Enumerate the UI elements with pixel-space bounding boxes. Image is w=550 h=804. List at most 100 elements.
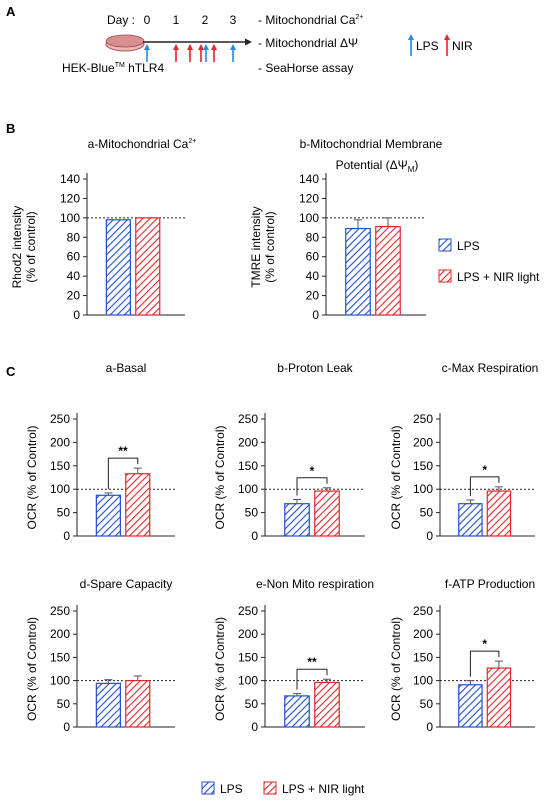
chart-C-c: c-Max Respiration OCR (% of Control) 0 50 10…: [389, 361, 538, 543]
y-tick-label: 0: [73, 308, 80, 322]
y-axis-label: TMRE intensity: [249, 206, 263, 287]
y-axis-label: (% of control): [263, 211, 277, 282]
y-tick-label: 50: [57, 697, 71, 711]
panel-label-c: C: [6, 364, 16, 379]
y-tick-label: 150: [413, 459, 433, 473]
bar-lps-nir: [125, 679, 151, 728]
y-tick-label: 100: [50, 674, 70, 688]
chart-C-d: d-Spare Capacity OCR (% of Control) 0 50 100…: [25, 577, 175, 734]
y-tick-label: 140: [60, 172, 80, 186]
y-tick-label: 50: [420, 506, 434, 520]
y-tick-label: 250: [50, 604, 70, 618]
lps-treatment-arrowhead-icon: [203, 44, 209, 50]
y-tick-label: 250: [238, 412, 258, 426]
y-tick-label: 40: [67, 269, 81, 283]
bar-lps-nir: [486, 490, 512, 537]
y-tick-label: 200: [238, 627, 258, 641]
y-tick-label: 150: [50, 459, 70, 473]
y-axis-label: OCR (% of Control): [25, 617, 39, 721]
day-tick-label: 3: [230, 13, 237, 27]
timeline-legend-lps: LPS: [416, 39, 439, 53]
timeline-axis-arrowhead-icon: [245, 38, 252, 46]
y-tick-label: 50: [245, 506, 259, 520]
y-axis-label: OCR (% of Control): [25, 425, 39, 529]
chart-title: d-Spare Capacity: [80, 577, 173, 591]
day-tick-label: 2: [202, 13, 209, 27]
bar-lps: [105, 219, 131, 316]
y-tick-label: 100: [238, 674, 258, 688]
significance-label: *: [310, 464, 315, 478]
panel-label-b: B: [6, 121, 15, 136]
chart-C-a: a-Basal OCR (% of Control) 0 50 100 150 200 250…: [25, 361, 175, 543]
bar-lps: [95, 494, 121, 537]
chart-B-b: b-Mitochondrial Membrane Potential (ΔΨM) T…: [249, 137, 443, 322]
y-tick-label: 20: [306, 289, 320, 303]
nir-treatment-arrowhead-icon: [187, 44, 193, 50]
chart-title: a-Basal: [106, 361, 147, 375]
y-tick-label: 100: [60, 211, 80, 225]
y-tick-label: 0: [312, 308, 319, 322]
nir-treatment-arrowhead-icon: [198, 44, 204, 50]
legend-label-lps: LPS: [220, 782, 243, 796]
y-tick-label: 150: [238, 650, 258, 664]
y-tick-label: 200: [50, 435, 70, 449]
assay-item-calcium: - Mitochondrial Ca2+: [258, 13, 363, 27]
y-tick-label: 0: [426, 529, 433, 543]
assay-item-seahorse: - SeaHorse assay: [258, 61, 353, 75]
y-tick-label: 100: [413, 674, 433, 688]
y-tick-label: 40: [306, 269, 320, 283]
significance-bracket: [296, 477, 328, 496]
chart-title-line2: Potential (ΔΨM): [336, 158, 419, 174]
y-tick-label: 120: [60, 191, 80, 205]
chart-C-b: b-Proton Leak OCR (% of Control) 0 50 100 150…: [213, 361, 365, 543]
legend-label-lps-nir: LPS + NIR light: [282, 782, 365, 796]
significance-label: **: [307, 655, 317, 669]
y-tick-label: 0: [251, 720, 258, 734]
y-tick-label: 80: [306, 230, 320, 244]
significance-bracket: [469, 650, 500, 677]
y-axis-label: OCR (% of Control): [213, 425, 227, 529]
nir-treatment-arrowhead-icon: [211, 44, 217, 50]
chart-C-f: f-ATP Production OCR (% of Control) 0 50 100…: [389, 577, 535, 734]
y-tick-label: 150: [50, 650, 70, 664]
y-tick-label: 0: [251, 529, 258, 543]
y-tick-label: 60: [67, 250, 81, 264]
chart-title: a-Mitochondrial Ca2+: [88, 137, 197, 151]
assay-item-membrane-potential: - Mitochondrial ΔΨ: [258, 36, 358, 50]
panel-label-a: A: [6, 4, 16, 19]
legend-b: LPS LPS + NIR light: [438, 238, 540, 284]
y-tick-label: 120: [299, 191, 319, 205]
y-axis-label: (% of control): [24, 211, 38, 282]
treatment-arrows: [144, 44, 236, 62]
legend-label-lps-nir: LPS + NIR light: [457, 270, 540, 284]
significance-bracket: [107, 457, 139, 489]
bar-lps: [284, 503, 310, 537]
y-axis-label: OCR (% of Control): [213, 617, 227, 721]
bar-lps-nir: [135, 217, 161, 316]
y-tick-label: 250: [238, 604, 258, 618]
lps-treatment-arrowhead-icon: [144, 44, 150, 50]
y-axis-label: Rhod2 intensity: [10, 206, 24, 289]
day-label: Day :: [107, 13, 135, 27]
y-tick-label: 140: [299, 172, 319, 186]
bar-lps: [284, 695, 310, 728]
chart-title: b-Mitochondrial Membrane: [300, 137, 443, 151]
timeline-legend-nir: NIR: [452, 39, 473, 53]
y-tick-label: 150: [238, 459, 258, 473]
chart-title: b-Proton Leak: [277, 361, 353, 375]
experiment-timeline: Day : 0 1 2 3 HEK-BlueTM hTLR4 - Mitocho…: [62, 13, 473, 75]
day-tick-label: 0: [144, 13, 151, 27]
significance-bracket: [296, 668, 328, 690]
bar-lps: [345, 227, 371, 316]
y-tick-label: 100: [50, 482, 70, 496]
y-tick-label: 50: [420, 697, 434, 711]
chart-C-e: e-Non Mito respiration OCR (% of Control)…: [213, 577, 374, 734]
y-axis-label: OCR (% of Control): [389, 425, 403, 529]
y-tick-label: 80: [67, 230, 81, 244]
y-tick-label: 0: [63, 529, 70, 543]
lps-arrowhead-icon: [408, 34, 414, 40]
timeline-legend: LPS NIR: [408, 34, 473, 56]
legend-swatch-lps-nir: [263, 781, 277, 795]
bar-lps: [95, 682, 121, 728]
